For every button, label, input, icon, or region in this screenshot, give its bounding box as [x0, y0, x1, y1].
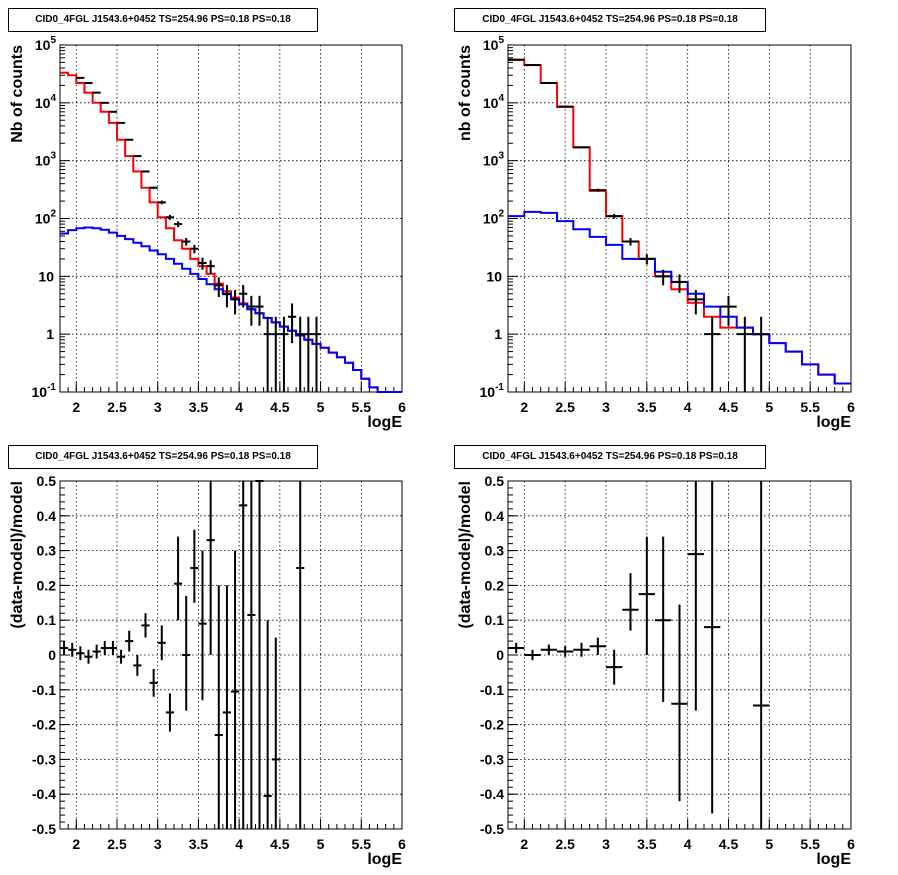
- plot-frame: [59, 480, 403, 830]
- y-tick-label: -0.5: [32, 821, 56, 837]
- y-tick-label: 0.5: [37, 473, 57, 489]
- y-tick-label: 10-1: [32, 382, 57, 400]
- x-tick-label: 3.5: [637, 399, 657, 415]
- x-tick-label: 2.5: [107, 836, 127, 852]
- y-axis-label: nb of counts: [457, 45, 474, 141]
- counts-panel-right: 2 2.5 3 3.5 4 4.5 5 5.5 6 10-1 1 10 102 103 104 105 logE…: [457, 35, 855, 431]
- y-tick-label: 102: [483, 209, 505, 227]
- x-tick-label: 3: [602, 836, 610, 852]
- panel-title: CID0_4FGL J1543.6+0452 TS=254.96 PS=0.18…: [8, 445, 318, 469]
- counts-panel-left: 2 2.5 3 3.5 4 4.5 5 5.5 6 10-1 1 10 102 103 104 105 logE…: [9, 35, 406, 431]
- x-tick-label: 5: [765, 399, 773, 415]
- x-tick-label: 4.5: [719, 399, 739, 415]
- y-tick-label: -0.2: [480, 717, 504, 733]
- y-tick-label: -0.1: [480, 682, 504, 698]
- x-axis-label: logE: [367, 414, 402, 431]
- y-tick-label: 1: [494, 326, 502, 342]
- y-tick-label: 0.3: [37, 543, 57, 559]
- residuals-panel-left: 2 2.5 3 3.5 4 4.5 5 5.5 6 -0.5 -0.4 -0.3 -0.2 -0.1 0 0.…: [9, 473, 406, 868]
- panel-title: CID0_4FGL J1543.6+0452 TS=254.96 PS=0.18…: [8, 8, 318, 32]
- y-tick-label: 0.1: [37, 612, 57, 628]
- y-tick-label: 0.1: [485, 612, 505, 628]
- y-tick-label: 103: [483, 151, 505, 169]
- y-tick-label: -0.2: [32, 717, 56, 733]
- y-tick-label: 0.4: [485, 508, 505, 524]
- x-tick-label: 5.5: [800, 836, 820, 852]
- y-tick-label: 0: [496, 647, 504, 663]
- y-axis-label: Nb of counts: [9, 45, 26, 143]
- x-tick-label: 4.5: [270, 836, 290, 852]
- y-tick-label: 0.2: [37, 577, 57, 593]
- x-tick-label: 3: [154, 836, 162, 852]
- x-tick-label: 2.5: [555, 836, 575, 852]
- x-axis-label: logE: [367, 851, 402, 868]
- x-tick-label: 2: [520, 836, 528, 852]
- x-tick-label: 5.5: [800, 399, 820, 415]
- y-tick-label: 10: [38, 268, 54, 284]
- y-tick-label: 102: [35, 209, 57, 227]
- x-tick-label: 5: [317, 399, 325, 415]
- x-tick-label: 2: [72, 836, 80, 852]
- y-tick-label: 1: [46, 326, 54, 342]
- y-tick-label: 0.5: [485, 473, 505, 489]
- x-tick-label: 3: [154, 399, 162, 415]
- y-tick-label: -0.3: [480, 751, 504, 767]
- plot-frame: [59, 44, 403, 393]
- x-tick-label: 3.5: [189, 399, 209, 415]
- y-tick-label: -0.1: [32, 682, 56, 698]
- y-tick-label: -0.4: [32, 786, 56, 802]
- y-tick-label: 0: [48, 647, 56, 663]
- x-tick-label: 6: [398, 399, 406, 415]
- x-tick-label: 6: [847, 836, 855, 852]
- y-axis-label: (data-model)/model: [457, 481, 474, 629]
- panel-title: CID0_4FGL J1543.6+0452 TS=254.96 PS=0.18…: [454, 8, 766, 32]
- x-tick-label: 5: [317, 836, 325, 852]
- y-tick-label: 10-1: [480, 382, 505, 400]
- plot-frame: [507, 44, 852, 393]
- y-axis-label: (data-model)/model: [9, 481, 26, 629]
- x-tick-label: 6: [398, 836, 406, 852]
- y-tick-label: -0.5: [480, 821, 504, 837]
- x-tick-label: 5.5: [352, 836, 372, 852]
- y-tick-label: 105: [35, 35, 57, 53]
- x-tick-label: 2: [72, 399, 80, 415]
- y-tick-label: 0.3: [485, 543, 505, 559]
- y-tick-label: 103: [35, 151, 57, 169]
- y-tick-label: 104: [483, 93, 505, 111]
- x-tick-label: 4: [684, 836, 692, 852]
- panel-title: CID0_4FGL J1543.6+0452 TS=254.96 PS=0.18…: [454, 445, 766, 469]
- x-tick-label: 4.5: [270, 399, 290, 415]
- y-tick-label: 104: [35, 93, 57, 111]
- y-tick-label: 0.2: [485, 577, 505, 593]
- x-tick-label: 2.5: [107, 399, 127, 415]
- x-tick-label: 5: [765, 836, 773, 852]
- x-tick-label: 4: [235, 836, 243, 852]
- x-axis-label: logE: [816, 851, 851, 868]
- x-tick-label: 3.5: [189, 836, 209, 852]
- x-tick-label: 6: [847, 399, 855, 415]
- x-tick-label: 5.5: [352, 399, 372, 415]
- x-tick-label: 3.5: [637, 836, 657, 852]
- x-axis-label: logE: [816, 414, 851, 431]
- x-tick-label: 3: [602, 399, 610, 415]
- x-tick-label: 2: [520, 399, 528, 415]
- x-tick-label: 2.5: [555, 399, 575, 415]
- model-histogram-background: [508, 210, 851, 385]
- x-tick-label: 4: [684, 399, 692, 415]
- x-tick-label: 4: [235, 399, 243, 415]
- y-tick-label: 10: [486, 268, 502, 284]
- x-tick-label: 4.5: [719, 836, 739, 852]
- y-tick-label: 105: [483, 35, 505, 53]
- y-tick-label: -0.3: [32, 751, 56, 767]
- y-tick-label: 0.4: [37, 508, 57, 524]
- y-tick-label: -0.4: [480, 786, 504, 802]
- residuals-panel-right: 2 2.5 3 3.5 4 4.5 5 5.5 6 -0.5 -0.4 -0.3 -0.2 -0.1 0 0.…: [457, 473, 855, 868]
